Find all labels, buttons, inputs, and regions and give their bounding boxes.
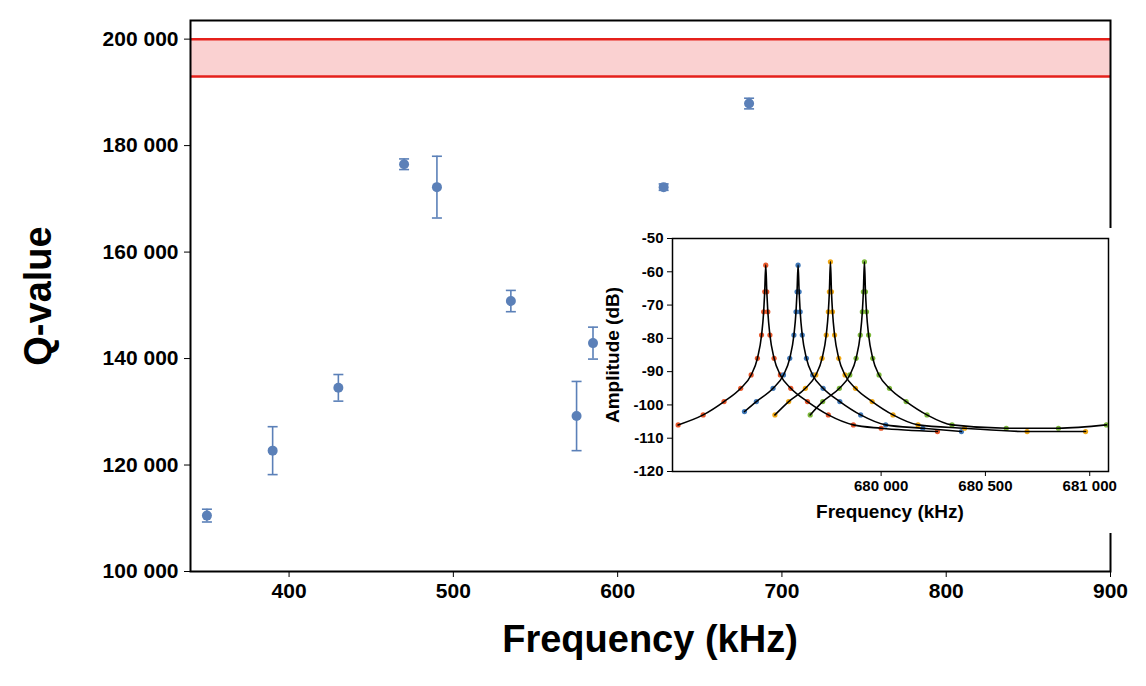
svg-text:140 000: 140 000	[103, 346, 179, 369]
html-text:Frequency (kHz): Frequency (kHz)	[816, 501, 964, 522]
svg-text:700: 700	[764, 579, 799, 602]
svg-text:-120: -120	[633, 462, 663, 479]
svg-text:400: 400	[272, 579, 307, 602]
svg-text:-80: -80	[642, 329, 664, 346]
svg-text:100 000: 100 000	[103, 559, 179, 582]
svg-text:800: 800	[929, 579, 964, 602]
html-text:Frequency (kHz): Frequency (kHz)	[502, 618, 798, 660]
svg-text:200 000: 200 000	[103, 27, 179, 50]
svg-text:900: 900	[1093, 579, 1128, 602]
html-text:Q-value: Q-value	[16, 225, 59, 366]
svg-text:680 000: 680 000	[854, 477, 908, 494]
svg-text:600: 600	[600, 579, 635, 602]
svg-text:-100: -100	[633, 396, 663, 413]
svg-text:-50: -50	[642, 229, 664, 246]
html-text:Amplitude (dB): Amplitude (dB)	[602, 286, 623, 423]
svg-text:-70: -70	[642, 296, 664, 313]
svg-text:180 000: 180 000	[103, 133, 179, 156]
svg-text:-90: -90	[642, 362, 664, 379]
svg-text:680 500: 680 500	[958, 477, 1012, 494]
svg-text:-60: -60	[642, 263, 664, 280]
svg-text:160 000: 160 000	[103, 240, 179, 263]
svg-text:681 000: 681 000	[1063, 477, 1117, 494]
svg-text:120 000: 120 000	[103, 453, 179, 476]
svg-text:-110: -110	[634, 429, 663, 446]
svg-text:500: 500	[436, 579, 471, 602]
